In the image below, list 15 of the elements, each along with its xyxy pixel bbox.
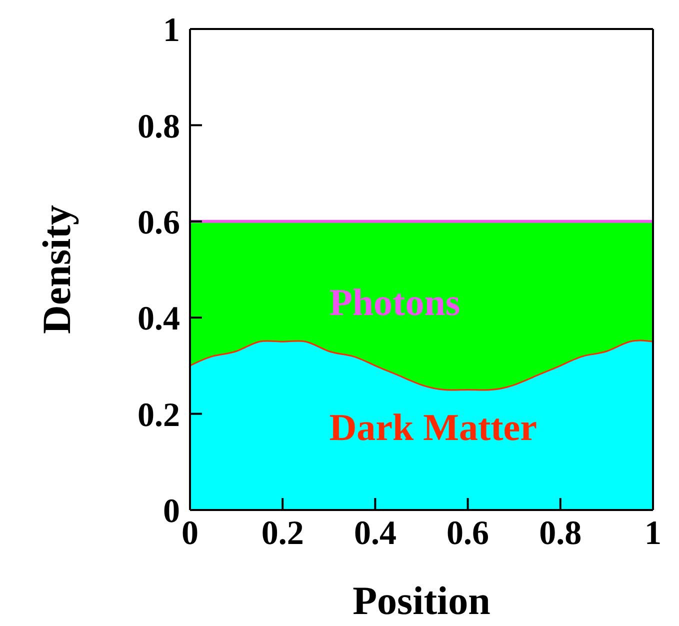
y-tick-label: 0.6 bbox=[138, 204, 180, 242]
x-tick-label: 0.6 bbox=[446, 515, 490, 552]
x-tick-label: 0.4 bbox=[354, 515, 396, 552]
x-tick-label: 0.2 bbox=[261, 515, 304, 552]
series-label: Photons bbox=[329, 280, 460, 325]
x-tick-label: 0.8 bbox=[539, 515, 582, 552]
x-axis-title: Position bbox=[352, 578, 490, 623]
y-tick-label: 0.2 bbox=[138, 396, 180, 434]
y-tick-label: 1 bbox=[163, 12, 180, 50]
y-tick-label: 0.4 bbox=[138, 300, 180, 338]
series-label: Dark Matter bbox=[329, 406, 538, 450]
y-tick-label: 0.8 bbox=[138, 108, 180, 146]
y-axis-title: Density bbox=[34, 205, 80, 334]
line-series bbox=[190, 340, 653, 391]
x-tick-label: 1 bbox=[644, 515, 662, 552]
